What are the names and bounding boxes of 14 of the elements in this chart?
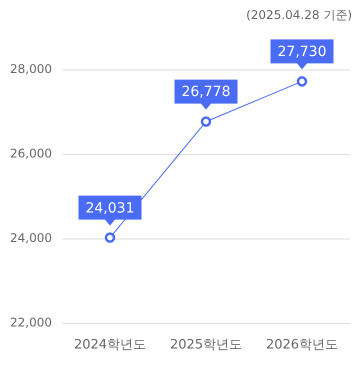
x-tick-label: 2026학년도: [266, 338, 338, 353]
data-label: 27,730: [278, 44, 326, 60]
y-tick-label: 26,000: [10, 146, 52, 161]
text: (2025.04.28 기준): [246, 8, 352, 22]
y-tick-label: 24,000: [10, 231, 52, 246]
y-tick-label: 22,000: [10, 316, 52, 330]
point: [200, 116, 212, 127]
point: [296, 76, 308, 87]
data-label: 26,778: [181, 84, 230, 100]
x-tick-label: 2025학년도: [170, 338, 242, 353]
point: [104, 232, 116, 243]
y-tick-label: 28,000: [10, 62, 52, 76]
x-tick-label: 2024학년도: [74, 338, 146, 353]
data-label: 24,031: [85, 200, 134, 216]
